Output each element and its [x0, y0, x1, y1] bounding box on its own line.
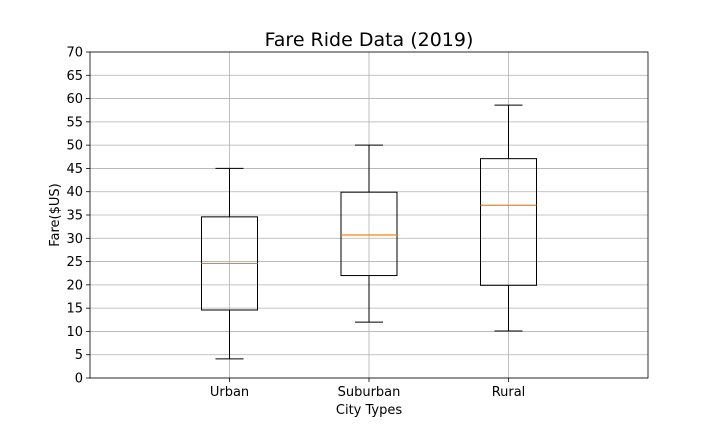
x-axis-label: City Types: [336, 403, 402, 418]
y-tick-label: 50: [66, 139, 83, 154]
y-tick-label: 5: [75, 348, 83, 363]
chart-title: Fare Ride Data (2019): [265, 29, 474, 51]
y-tick-label: 65: [66, 69, 83, 84]
x-axis: Urban Suburban Rural: [210, 378, 525, 400]
y-tick-label: 25: [66, 255, 83, 270]
grid-lines: [90, 51, 648, 379]
y-tick-label: 30: [66, 232, 83, 247]
y-tick-label: 45: [66, 162, 83, 177]
y-axis-label: Fare($US): [48, 183, 63, 247]
y-tick-label: 0: [75, 372, 83, 387]
y-tick-label: 15: [66, 302, 83, 317]
y-axis: 0 5 10 15 20 25 30 35 40 45 50 55 60 65 70: [66, 46, 90, 387]
y-tick-label: 40: [66, 185, 83, 200]
iqr-box: [340, 191, 398, 277]
y-tick-label: 35: [66, 209, 83, 224]
x-tick-label: Urban: [210, 385, 249, 400]
iqr-box: [480, 158, 537, 286]
y-tick-label: 55: [66, 115, 83, 130]
box-urban: [201, 167, 258, 360]
y-tick-label: 60: [66, 92, 83, 107]
x-tick-label: Suburban: [338, 385, 401, 400]
x-tick-label: Rural: [492, 385, 526, 400]
box-suburban: [340, 144, 398, 323]
box-rural: [480, 104, 537, 332]
y-tick-label: 70: [66, 46, 83, 61]
y-tick-label: 10: [66, 325, 83, 340]
boxes: [201, 104, 537, 360]
y-tick-label: 20: [66, 278, 83, 293]
